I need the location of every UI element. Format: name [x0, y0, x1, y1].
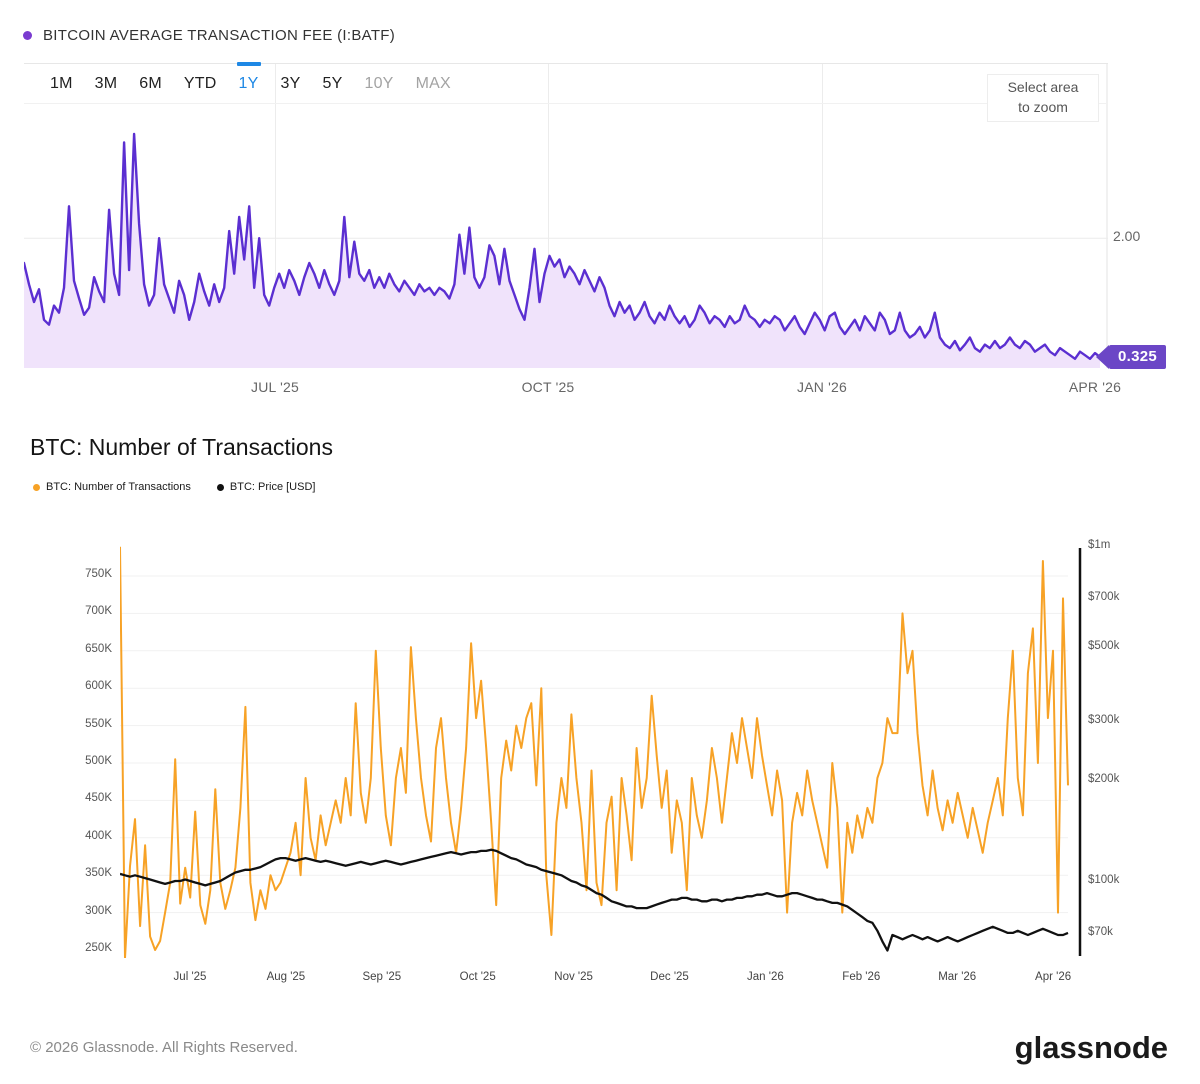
tx-right-tick-label: $300k: [1088, 714, 1120, 727]
tx-x-tick-label: Apr '26: [1035, 971, 1072, 983]
tx-left-tick-label: 250K: [85, 941, 112, 954]
tx-right-tick-label: $700k: [1088, 590, 1120, 603]
fee-chart-title: BITCOIN AVERAGE TRANSACTION FEE (I:BATF): [43, 27, 396, 44]
fee-x-tick-label: JAN '26: [797, 379, 847, 395]
range-button-6m[interactable]: 6M: [139, 74, 162, 92]
copyright-text: © 2026 Glassnode. All Rights Reserved.: [30, 1039, 298, 1056]
tx-left-tick-label: 650K: [85, 642, 112, 655]
tx-right-tick-label: $200k: [1088, 773, 1120, 786]
range-button-10y: 10Y: [364, 74, 394, 92]
tx-left-tick-label: 300K: [85, 904, 112, 917]
tx-x-tick-label: Mar '26: [938, 971, 977, 983]
badge-arrow-icon: [1096, 345, 1109, 369]
tx-x-tick-label: Aug '25: [266, 971, 306, 983]
zoom-hint-tooltip: Select area to zoom: [987, 74, 1099, 122]
fee-x-tick-label: APR '26: [1068, 379, 1122, 395]
tx-right-tick-label: $70k: [1088, 925, 1113, 938]
fee-line: [22, 132, 1102, 360]
tx-chart-svg[interactable]: [119, 546, 1090, 960]
fee-x-tick-label: OCT '25: [521, 379, 575, 395]
tx-left-tick-label: 700K: [85, 605, 112, 618]
range-button-1m[interactable]: 1M: [50, 74, 73, 92]
price-line: [119, 848, 1069, 952]
last-value-text: 0.325: [1109, 345, 1167, 369]
tx-right-tick-label: $500k: [1088, 639, 1120, 652]
tx-chart-legend: BTC: Number of Transactions BTC: Price [U…: [33, 481, 315, 493]
fee-x-tick-label: JUL '25: [251, 379, 299, 395]
tx-count-line: [119, 546, 1069, 960]
fee-chart-plot[interactable]: [22, 63, 1108, 368]
tx-x-tick-label: Nov '25: [554, 971, 593, 983]
glassnode-wordmark[interactable]: glassnode: [1014, 1030, 1168, 1065]
tx-left-tick-label: 750K: [85, 567, 112, 580]
range-button-ytd[interactable]: YTD: [183, 74, 217, 92]
legend-item-tx-count[interactable]: BTC: Number of Transactions: [33, 481, 191, 493]
range-button-3m[interactable]: 3M: [94, 74, 118, 92]
tx-left-tick-label: 600K: [85, 680, 112, 693]
tx-left-tick-label: 450K: [85, 792, 112, 805]
tx-x-tick-label: Oct '25: [459, 971, 496, 983]
tx-chart-title: BTC: Number of Transactions: [30, 434, 333, 460]
legend-label: BTC: Price [USD]: [229, 481, 316, 493]
range-button-1y[interactable]: 1Y: [238, 74, 259, 92]
fee-chart-svg[interactable]: [22, 63, 1108, 368]
fee-chart-header: BITCOIN AVERAGE TRANSACTION FEE (I:BATF): [23, 27, 395, 44]
legend-dot-icon: [33, 483, 40, 491]
tx-chart-plot[interactable]: [119, 546, 1090, 960]
fee-area: [24, 133, 1100, 368]
tx-x-tick-label: Sep '25: [362, 971, 402, 983]
range-button-max: MAX: [415, 74, 451, 92]
tx-left-tick-label: 550K: [85, 717, 112, 730]
tx-x-tick-label: Jan '26: [747, 971, 784, 983]
range-button-3y[interactable]: 3Y: [280, 74, 301, 92]
tx-right-tick-label: $100k: [1088, 873, 1120, 886]
last-value-badge: 0.325: [1096, 345, 1167, 369]
tx-left-tick-label: 500K: [85, 754, 112, 767]
tx-x-tick-label: Feb '26: [842, 971, 881, 983]
zoom-hint-line1: Select area: [1007, 79, 1079, 95]
legend-label: BTC: Number of Transactions: [46, 481, 191, 493]
tx-x-tick-label: Jul '25: [173, 971, 207, 983]
legend-item-price[interactable]: BTC: Price [USD]: [216, 481, 316, 493]
zoom-hint-line2: to zoom: [1018, 99, 1068, 116]
range-selector: 1M 3M 6M YTD 1Y 3Y 5Y 10Y MAX: [24, 63, 1108, 104]
tx-left-tick-label: 400K: [85, 829, 112, 842]
tx-left-tick-label: 350K: [85, 867, 112, 880]
legend-dot-icon: [216, 483, 224, 491]
tx-x-tick-label: Dec '25: [650, 971, 689, 983]
fee-y-tick-label: 2.00: [1113, 228, 1141, 244]
range-button-5y[interactable]: 5Y: [322, 74, 343, 92]
series-bullet-icon: [23, 31, 32, 40]
tx-right-tick-label: $1m: [1088, 539, 1111, 551]
